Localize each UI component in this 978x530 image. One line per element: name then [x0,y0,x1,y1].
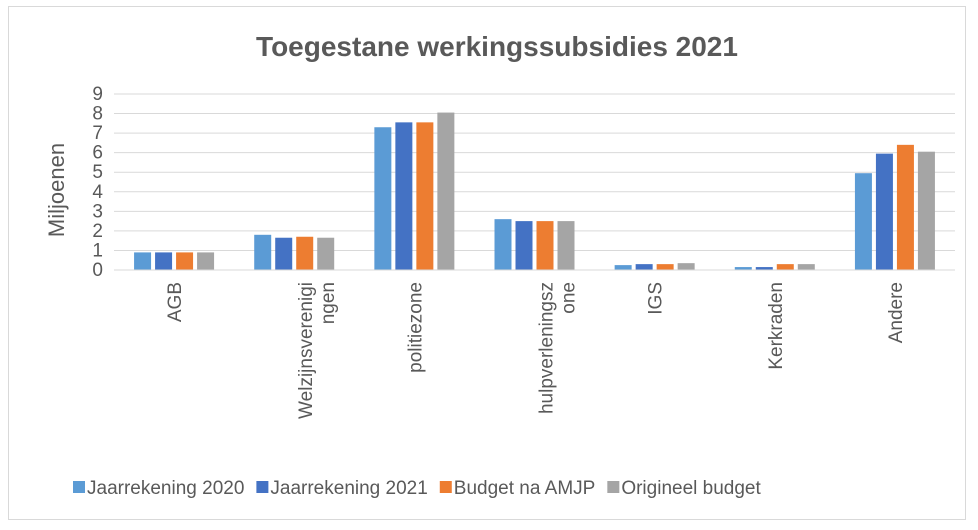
y-tick-label: 3 [92,201,103,222]
bar [614,265,632,270]
category-labels: AGB Welzijnsverenigingen politiezone hulpve… [165,282,907,419]
chart-title: Toegestane werkingssubsidies 2021 [256,31,738,62]
legend-label: Jaarrekening 2021 [270,478,427,499]
category-label: Kerkraden [766,282,787,370]
legend-label: Budget na AMJP [454,478,596,499]
legend-label: Origineel budget [621,478,761,499]
y-tick-label: 5 [92,162,103,183]
legend-swatch [256,481,269,493]
legend-swatch [607,481,620,493]
legend-label: Jaarrekening 2020 [87,478,244,499]
bar [416,122,434,270]
y-tick-label: 9 [92,84,103,105]
bar [374,127,392,270]
y-tick-label: 0 [92,260,103,281]
gridlines [114,93,955,251]
bar [734,267,752,270]
bar [854,173,872,270]
category-label: politiezone [405,282,426,373]
category-label: Welzijnsverenigingen [296,282,339,419]
y-tick-label: 6 [92,143,103,164]
y-tick-label: 1 [92,240,103,261]
category-label: AGB [165,282,186,322]
y-tick-label: 4 [92,182,103,203]
bar [557,221,575,270]
bar [176,252,194,270]
bar [536,221,554,270]
category-label: hulpverleningszone [537,282,580,414]
bar [317,237,335,270]
bar [395,122,413,270]
bar [656,264,674,270]
y-tick-label: 8 [92,104,103,125]
bars [134,112,935,270]
bar [677,263,695,270]
bar [254,234,272,270]
bar [776,264,794,270]
bar [197,252,215,270]
bar [875,153,893,270]
bar [296,236,314,270]
bar [134,252,152,270]
legend-swatch [73,481,85,493]
bar [635,264,653,270]
bar [155,252,173,270]
bar [494,219,512,270]
category-label: Andere [886,282,907,343]
legend: Jaarrekening 2020 Jaarrekening 2021 Budget… [73,478,761,499]
bar [755,267,773,270]
bar [275,237,293,270]
bar [437,112,455,270]
y-tick-label: 2 [92,221,103,242]
y-axis-label: Miljoenen [44,143,69,237]
category-label: IGS [646,282,667,315]
bar [797,264,815,270]
legend-swatch [439,481,452,493]
bar [896,144,914,270]
y-tick-label: 7 [92,123,103,144]
bar [515,221,533,270]
bar [917,151,935,270]
